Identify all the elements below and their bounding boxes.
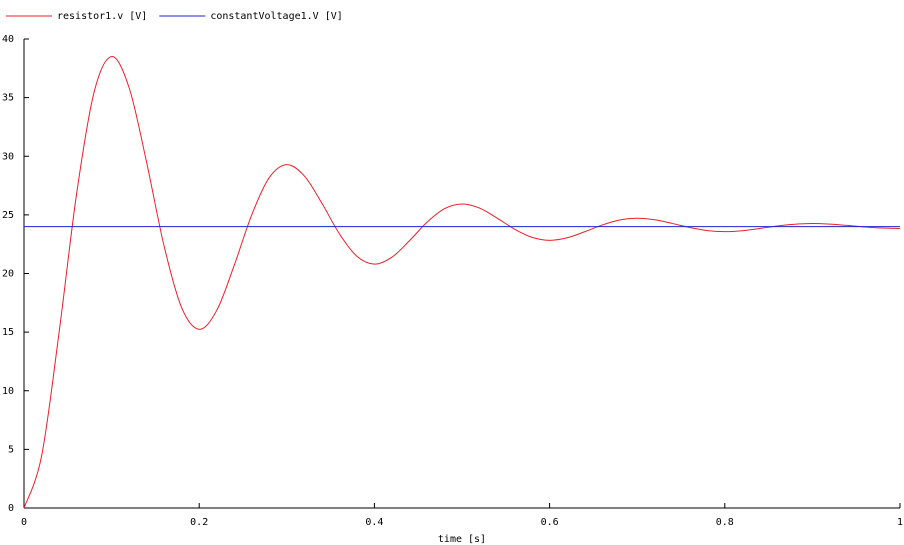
legend-label: constantVoltage1.V [V] xyxy=(210,11,342,22)
y-tick-label: 10 xyxy=(2,386,14,397)
x-tick-label: 0.2 xyxy=(190,517,208,528)
legend-label: resistor1.v [V] xyxy=(57,11,147,22)
y-tick-label: 40 xyxy=(2,34,14,45)
x-axis-label: time [s] xyxy=(438,534,486,545)
y-tick-label: 0 xyxy=(8,503,14,514)
y-tick-label: 25 xyxy=(2,210,14,221)
x-tick-label: 0 xyxy=(21,517,27,528)
x-tick-label: 1 xyxy=(897,517,903,528)
x-tick-label: 0.4 xyxy=(365,517,383,528)
x-tick-label: 0.6 xyxy=(541,517,559,528)
y-tick-label: 35 xyxy=(2,93,14,104)
y-tick-label: 15 xyxy=(2,327,14,338)
series-line xyxy=(23,56,901,509)
y-tick-label: 5 xyxy=(8,444,14,455)
x-tick-label: 0.8 xyxy=(716,517,734,528)
y-tick-label: 30 xyxy=(2,151,14,162)
y-tick-label: 20 xyxy=(2,269,14,280)
